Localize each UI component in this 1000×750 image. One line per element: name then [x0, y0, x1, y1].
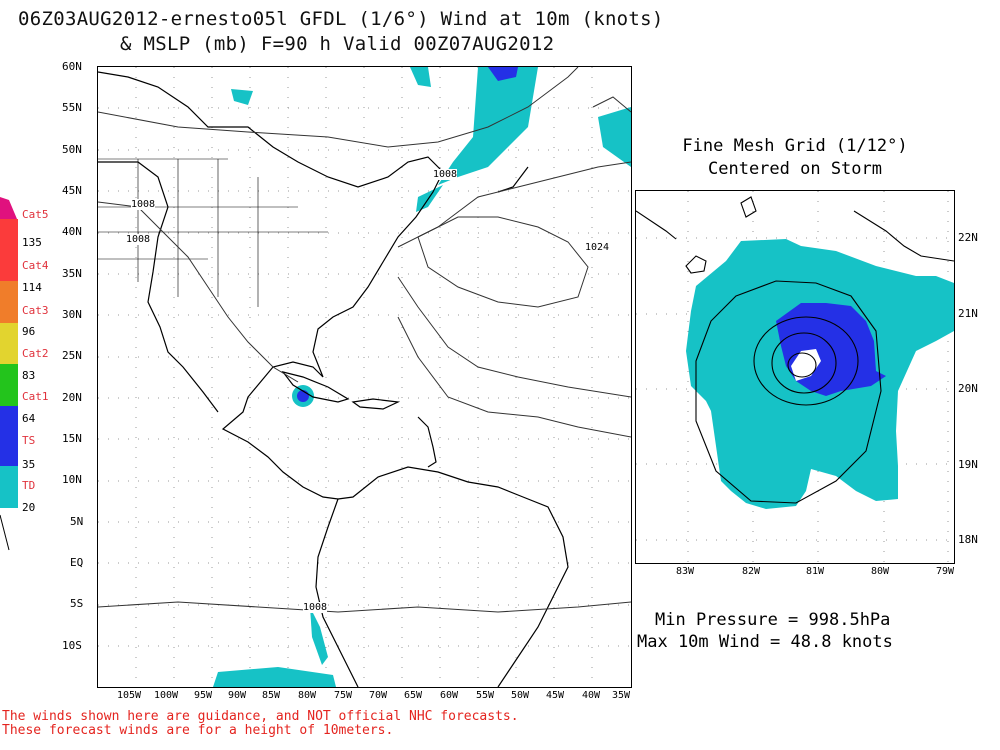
main-map-svg: [98, 67, 631, 687]
lon-label-85w: 85W: [262, 690, 281, 701]
lon-label-90w: 90W: [228, 690, 247, 701]
cat5-arrow-swatch: [0, 197, 17, 219]
lat-label-10s: 10S: [62, 639, 82, 652]
inset-title-line1: Fine Mesh Grid (1/12°): [682, 136, 908, 156]
legend-cat2-value: 83: [22, 369, 36, 382]
cat3-swatch: [0, 281, 18, 323]
lat-label-35n: 35N: [62, 267, 82, 280]
cat1-swatch: [0, 364, 18, 406]
disclaimer-line1: The winds shown here are guidance, and N…: [2, 709, 519, 724]
lat-label-50n: 50N: [62, 143, 82, 156]
lon-label-35w: 35W: [612, 690, 631, 701]
lon-label-45w: 45W: [546, 690, 565, 701]
legend-cat1-label: Cat1: [22, 390, 49, 403]
isobars: [98, 67, 631, 613]
inset-map-panel: [635, 190, 955, 564]
lat-label-30n: 30N: [62, 308, 82, 321]
legend-cat5-value: 135: [22, 236, 42, 249]
lon-label-40w: 40W: [582, 690, 601, 701]
isobar-label-1008-a: 1008: [131, 199, 156, 210]
coastlines: [98, 71, 569, 687]
legend-td-value: 20: [22, 501, 36, 514]
disclaimer-line2: These forecast winds are for a height of…: [2, 723, 394, 738]
lat-label-5s: 5S: [70, 597, 84, 610]
wind-shading: [213, 67, 631, 687]
main-map-grid: [98, 67, 631, 687]
inset-lon-82w: 82W: [742, 566, 761, 577]
legend-cat3-value: 96: [22, 325, 36, 338]
legend-cat2-label: Cat2: [22, 347, 49, 360]
lat-label-eq: EQ: [70, 556, 84, 569]
inset-lon-81w: 81W: [806, 566, 825, 577]
legend-ts-label: TS: [22, 434, 36, 447]
lat-label-10n: 10N: [62, 473, 82, 486]
lat-label-45n: 45N: [62, 184, 82, 197]
isobar-label-1024: 1024: [585, 242, 610, 253]
inset-lon-80w: 80W: [871, 566, 890, 577]
td-swatch: [0, 466, 18, 508]
max-wind-readout: Max 10m Wind = 48.8 knots: [637, 632, 893, 652]
inset-lat-20n: 20N: [958, 382, 978, 395]
inset-map-svg: [636, 191, 954, 563]
lon-label-60w: 60W: [440, 690, 459, 701]
inset-lat-19n: 19N: [958, 458, 978, 471]
cat2-swatch: [0, 323, 18, 364]
isobar-label-1008-d: 1008: [303, 602, 328, 613]
inset-lon-83w: 83W: [676, 566, 695, 577]
legend-cat1-value: 64: [22, 412, 36, 425]
lat-label-60n: 60N: [62, 60, 82, 73]
legend-colorbar: [0, 197, 18, 551]
legend-tail-line: [0, 514, 10, 551]
lon-label-75w: 75W: [334, 690, 353, 701]
lat-label-5n: 5N: [70, 515, 84, 528]
ts-swatch: [0, 406, 18, 466]
lon-label-55w: 55W: [476, 690, 495, 701]
map-title-line2: & MSLP (mb) F=90 h Valid 00Z07AUG2012: [120, 33, 555, 55]
lon-label-50w: 50W: [511, 690, 530, 701]
inset-lat-21n: 21N: [958, 307, 978, 320]
lon-label-70w: 70W: [369, 690, 388, 701]
map-title-line1: 06Z03AUG2012-ernesto05l GFDL (1/6°) Wind…: [18, 8, 664, 30]
wind-legend: Cat5 135 Cat4 114 Cat3 96 Cat2 83 Cat1 6…: [0, 175, 49, 575]
legend-cat5-label: Cat5: [22, 208, 49, 221]
legend-td-label: TD: [22, 479, 36, 492]
lat-label-40n: 40N: [62, 225, 82, 238]
lat-label-15n: 15N: [62, 432, 82, 445]
isobar-label-1008-c: 1008: [433, 169, 458, 180]
main-map-panel: 1008 1008 1008 1024 1008: [97, 66, 632, 688]
legend-cat3-label: Cat3: [22, 304, 49, 317]
inset-lat-18n: 18N: [958, 533, 978, 546]
isobar-label-1008-b: 1008: [126, 234, 151, 245]
inset-isobars: [636, 196, 954, 504]
legend-cat4-label: Cat4: [22, 259, 49, 272]
min-pressure-readout: Min Pressure = 998.5hPa: [655, 610, 891, 630]
cat4-swatch: [0, 219, 18, 281]
lat-label-25n: 25N: [62, 349, 82, 362]
legend-ts-value: 35: [22, 458, 36, 471]
inset-title-line2: Centered on Storm: [708, 159, 882, 179]
lon-label-95w: 95W: [194, 690, 213, 701]
storm-eye-region: [791, 349, 821, 381]
inset-lon-79w: 79W: [936, 566, 955, 577]
lon-label-100w: 100W: [154, 690, 179, 701]
lon-label-105w: 105W: [117, 690, 142, 701]
lon-label-80w: 80W: [298, 690, 317, 701]
lat-label-20n: 20N: [62, 391, 82, 404]
inset-lat-22n: 22N: [958, 231, 978, 244]
lat-label-55n: 55N: [62, 101, 82, 114]
political-borders: [98, 158, 328, 307]
lon-label-65w: 65W: [404, 690, 423, 701]
legend-cat4-value: 114: [22, 281, 42, 294]
